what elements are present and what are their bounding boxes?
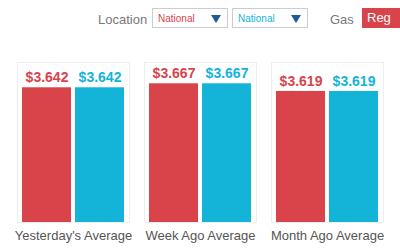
svg-text:$3.642: $3.642 xyxy=(79,69,122,85)
html-text:Gas: Gas xyxy=(330,12,354,27)
html-text:Location: Location xyxy=(98,12,148,27)
html-text:National: National xyxy=(158,13,195,24)
svg-text:$3.642: $3.642 xyxy=(26,69,69,85)
svg-text:Week Ago Average: Week Ago Average xyxy=(145,228,255,243)
svg-text:$3.667: $3.667 xyxy=(206,65,249,81)
svg-text:$3.619: $3.619 xyxy=(280,73,323,89)
svg-text:$3.619: $3.619 xyxy=(333,73,376,89)
svg-text:Month Ago Average: Month Ago Average xyxy=(271,228,384,243)
svg-text:Yesterday's Average: Yesterday's Average xyxy=(15,228,132,243)
html-text:Reg: Reg xyxy=(367,10,391,25)
svg-text:$3.667: $3.667 xyxy=(153,65,196,81)
html-text:National: National xyxy=(238,13,275,24)
